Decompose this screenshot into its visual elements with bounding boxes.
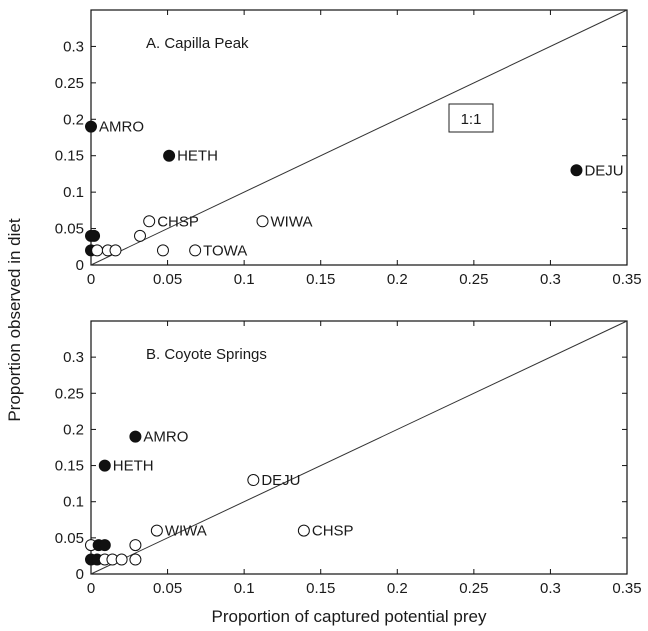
open-data-point — [247, 474, 260, 487]
y-tick-label: 0.2 — [63, 421, 84, 438]
point-label-wiwa: WIWA — [165, 523, 207, 540]
point-label-chsp: CHSP — [312, 523, 354, 540]
filled-data-point — [129, 430, 142, 443]
panel-capilla-peak: 0 0.05 0.1 0.15 0.2 0.25 0.3 0.35 0 0.05 0.1 0.15 0.… — [55, 9, 642, 288]
one-to-one-label: 1:1 — [461, 111, 482, 128]
point-label-amro: AMRO — [143, 429, 188, 446]
x-tick-label: 0.2 — [387, 271, 408, 288]
y-tick-label: 0.05 — [55, 221, 84, 238]
x-tick-label: 0.2 — [387, 580, 408, 597]
point-label-deju: DEJU — [584, 162, 623, 179]
one-to-one-line — [90, 320, 628, 575]
open-data-point — [143, 215, 156, 228]
one-to-one-label-box — [448, 103, 494, 133]
panel-title: B. Coyote Springs — [146, 346, 267, 363]
x-tick-label: 0.15 — [306, 580, 335, 597]
point-label-heth: HETH — [177, 148, 218, 165]
y-tick-label: 0.3 — [63, 349, 84, 366]
x-tick-label: 0.1 — [234, 580, 255, 597]
y-tick-label: 0.3 — [63, 38, 84, 55]
filled-data-point — [88, 229, 101, 242]
open-data-point — [150, 524, 163, 537]
y-tick-label: 0.05 — [55, 530, 84, 547]
x-axis-title: Proportion of captured potential prey — [211, 607, 487, 626]
open-data-point — [109, 244, 122, 257]
x-tick-label: 0.25 — [459, 271, 488, 288]
point-label-heth: HETH — [113, 458, 154, 475]
plot-frame — [90, 9, 628, 266]
one-to-one-line — [90, 9, 628, 266]
x-tick-label: 0.3 — [540, 271, 561, 288]
point-label-wiwa: WIWA — [271, 213, 313, 230]
panel-coyote-springs: 0 0.05 0.1 0.15 0.2 0.25 0.3 0.35 0 0.05 0.1 0.15 0.… — [55, 320, 642, 626]
y-tick-label: 0.25 — [55, 385, 84, 402]
open-data-point — [129, 553, 142, 566]
point-label-towa: TOWA — [203, 242, 247, 259]
open-data-point — [129, 539, 142, 552]
filled-data-point — [98, 459, 111, 472]
x-tick-label: 0.1 — [234, 271, 255, 288]
filled-data-point — [163, 149, 176, 162]
point-label-chsp: CHSP — [157, 213, 199, 230]
open-data-point — [115, 553, 128, 566]
y-tick-label: 0.1 — [63, 494, 84, 511]
open-data-point — [91, 244, 104, 257]
open-data-point — [134, 229, 147, 242]
open-data-point — [156, 244, 169, 257]
y-tick-label: 0.15 — [55, 148, 84, 165]
open-data-point — [256, 215, 269, 228]
open-data-point — [297, 524, 310, 537]
point-label-deju: DEJU — [261, 472, 300, 489]
y-tick-label: 0.2 — [63, 111, 84, 128]
y-tick-label: 0 — [76, 566, 84, 583]
y-tick-label: 0 — [76, 257, 84, 274]
x-tick-label: 0.35 — [612, 580, 641, 597]
x-tick-label: 0.05 — [153, 580, 182, 597]
panel-title: A. Capilla Peak — [146, 35, 249, 52]
x-tick-label: 0.05 — [153, 271, 182, 288]
y-tick-label: 0.25 — [55, 75, 84, 92]
open-data-point — [189, 244, 202, 257]
y-tick-label: 0.15 — [55, 458, 84, 475]
filled-data-point — [98, 539, 111, 552]
x-tick-label: 0 — [87, 271, 95, 288]
x-tick-label: 0.15 — [306, 271, 335, 288]
filled-data-point — [570, 164, 583, 177]
plot-frame — [90, 320, 628, 575]
y-tick-label: 0.1 — [63, 184, 84, 201]
x-tick-label: 0 — [87, 580, 95, 597]
y-axis-title: Proportion observed in diet — [5, 218, 24, 421]
x-tick-label: 0.3 — [540, 580, 561, 597]
point-label-amro: AMRO — [99, 119, 144, 136]
filled-data-point — [85, 120, 97, 133]
x-tick-label: 0.25 — [459, 580, 488, 597]
x-tick-label: 0.35 — [612, 271, 641, 288]
